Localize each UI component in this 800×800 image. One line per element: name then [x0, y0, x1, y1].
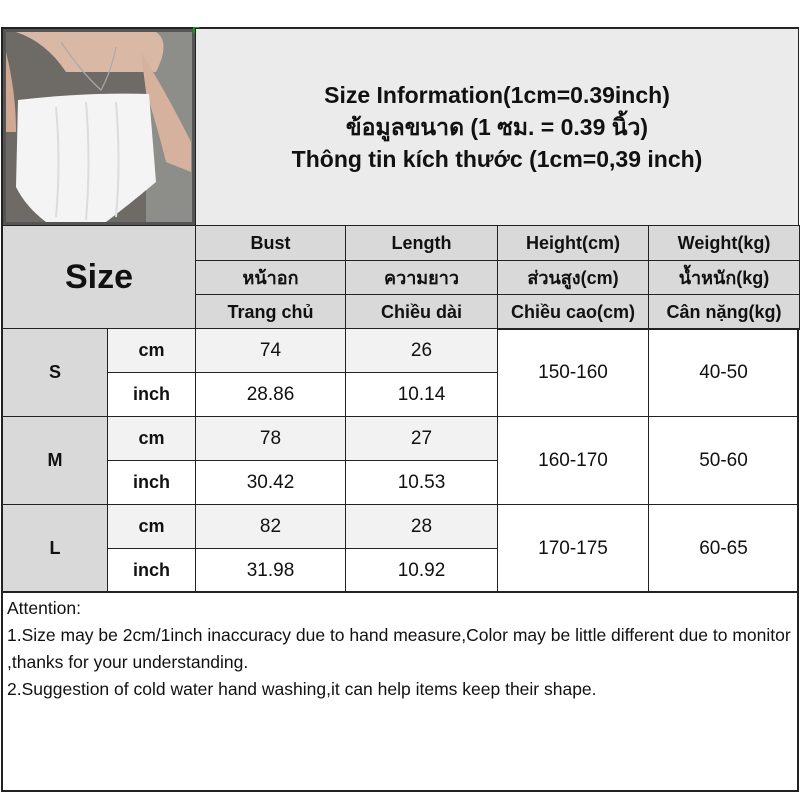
bust-value: 82 — [195, 504, 346, 549]
size-S: S — [2, 328, 108, 417]
bust-value-text: 28.86 — [246, 383, 295, 405]
length-value-text: 10.92 — [397, 559, 446, 581]
bust-value: 30.42 — [195, 460, 346, 505]
column-header-label: ความยาว — [384, 268, 459, 288]
bust-value: 78 — [195, 416, 346, 461]
unit-label: inch — [132, 560, 170, 580]
attention-note-1: 1.Size may be 2cm/1inch inaccuracy due t… — [7, 625, 791, 672]
column-header-label: Length — [391, 232, 452, 253]
bust-value-text: 74 — [259, 339, 282, 361]
column-header-label: Chiều cao(cm) — [510, 301, 636, 322]
height-range-text: 170-175 — [538, 537, 608, 559]
column-header: Length — [345, 225, 498, 261]
column-header-label: Weight(kg) — [677, 232, 771, 253]
column-header-label: Height(cm) — [526, 232, 620, 253]
title-vietnamese: Thông tin kích thước (1cm=0,39 inch) — [291, 146, 703, 172]
column-header: Weight(kg) — [648, 225, 800, 261]
bust-value: 74 — [195, 328, 346, 373]
size-L: L — [2, 504, 108, 593]
size-header-label: Size — [64, 257, 134, 296]
unit-cm: cm — [107, 504, 196, 549]
size-label: S — [48, 362, 61, 382]
weight-range-text: 50-60 — [699, 449, 748, 471]
length-value-text: 10.53 — [397, 471, 446, 493]
weight-range-text: 40-50 — [699, 361, 748, 383]
column-header: หน้าอก — [195, 260, 346, 295]
weight-range: 50-60 — [648, 416, 799, 505]
title-english: Size Information(1cm=0.39inch) — [324, 82, 670, 108]
column-header: Chiều dài — [345, 294, 498, 330]
bust-value-text: 78 — [259, 427, 282, 449]
size-label: L — [49, 538, 61, 558]
height-range-text: 150-160 — [538, 361, 608, 383]
length-value-text: 28 — [410, 515, 433, 537]
column-header: น้ำหนัก(kg) — [648, 260, 800, 295]
unit-cm: cm — [107, 416, 196, 461]
product-photo — [2, 28, 196, 226]
title-cell: Size Information(1cm=0.39inch) ข้อมูลขนา… — [195, 28, 799, 226]
height-range: 170-175 — [497, 504, 649, 593]
weight-range: 40-50 — [648, 328, 799, 417]
unit-label: inch — [132, 472, 170, 492]
height-range-text: 160-170 — [538, 449, 608, 471]
length-value-text: 26 — [410, 339, 433, 361]
title-thai: ข้อมูลขนาด (1 ซม. = 0.39 นิ้ว) — [345, 114, 649, 140]
attention-note-2: 2.Suggestion of cold water hand washing,… — [7, 679, 597, 699]
column-header: Bust — [195, 225, 346, 261]
length-value: 26 — [345, 328, 498, 373]
column-header: Trang chủ — [195, 294, 346, 330]
size-header: Size — [2, 225, 196, 329]
column-header-label: หน้าอก — [242, 268, 299, 288]
attention-notes: Attention: 1.Size may be 2cm/1inch inacc… — [2, 591, 799, 791]
length-value-text: 10.14 — [397, 383, 446, 405]
column-header: Height(cm) — [497, 225, 649, 261]
column-header: ส่วนสูง(cm) — [497, 260, 649, 295]
size-label: M — [47, 450, 63, 470]
unit-inch: inch — [107, 548, 196, 593]
length-value: 27 — [345, 416, 498, 461]
column-header-label: Bust — [250, 232, 291, 253]
column-header-label: Chiều dài — [380, 301, 462, 322]
bust-value-text: 30.42 — [246, 471, 295, 493]
length-value: 10.92 — [345, 548, 498, 593]
unit-inch: inch — [107, 372, 196, 417]
column-header-label: Trang chủ — [227, 301, 314, 322]
unit-label: cm — [138, 340, 165, 360]
unit-cm: cm — [107, 328, 196, 373]
bust-value: 31.98 — [195, 548, 346, 593]
bust-value-text: 82 — [259, 515, 282, 537]
column-header-label: ส่วนสูง(cm) — [527, 268, 619, 288]
length-value: 10.53 — [345, 460, 498, 505]
unit-label: cm — [138, 516, 165, 536]
column-header: ความยาว — [345, 260, 498, 295]
attention-heading: Attention: — [7, 598, 81, 618]
length-value: 10.14 — [345, 372, 498, 417]
bust-value-text: 31.98 — [246, 559, 295, 581]
height-range: 160-170 — [497, 416, 649, 505]
size-M: M — [2, 416, 108, 505]
bust-value: 28.86 — [195, 372, 346, 417]
length-value: 28 — [345, 504, 498, 549]
unit-label: cm — [138, 428, 165, 448]
white-tube-top-image — [6, 32, 192, 222]
column-header-label: Cân nặng(kg) — [666, 301, 782, 322]
height-range: 150-160 — [497, 328, 649, 417]
column-header-label: น้ำหนัก(kg) — [678, 268, 770, 288]
weight-range-text: 60-65 — [699, 537, 748, 559]
length-value-text: 27 — [410, 427, 433, 449]
weight-range: 60-65 — [648, 504, 799, 593]
column-header: Cân nặng(kg) — [648, 294, 800, 330]
unit-inch: inch — [107, 460, 196, 505]
unit-label: inch — [132, 384, 170, 404]
column-header: Chiều cao(cm) — [497, 294, 649, 330]
